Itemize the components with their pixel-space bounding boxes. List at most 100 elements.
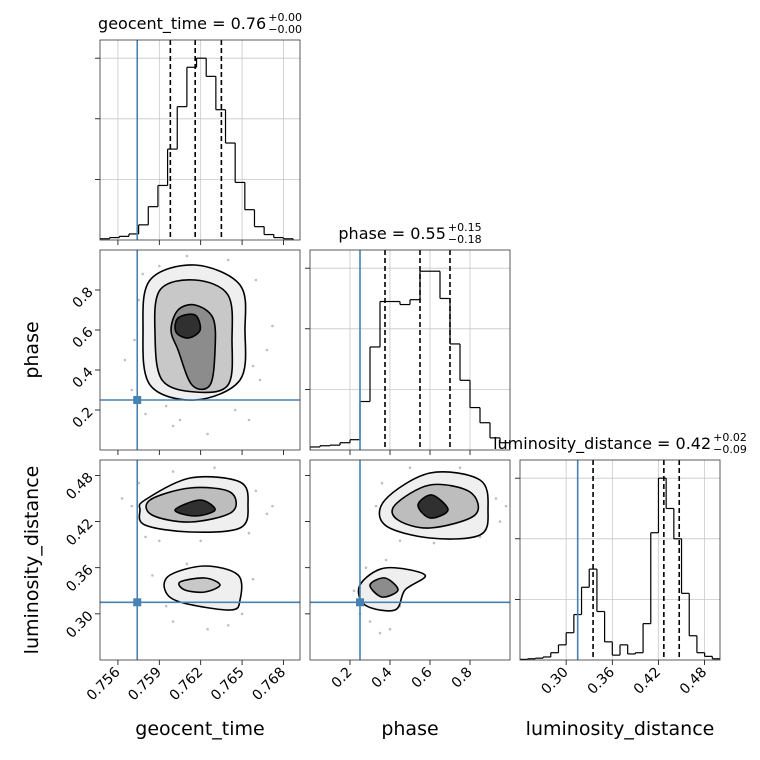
panel-content [100, 460, 300, 660]
sample-point [352, 589, 356, 593]
sample-point [164, 604, 168, 608]
sample-point [247, 418, 251, 422]
panel-title-lower: −0.00 [268, 23, 302, 36]
x-tick-label: 0.30 [538, 664, 571, 697]
panel-title-lower: −0.18 [448, 233, 482, 246]
sample-point [171, 424, 175, 428]
panel: geocent_time = 0.76 +0.00−0.00 [95, 11, 302, 245]
panel-content [310, 250, 510, 450]
panel-frame [99, 39, 301, 241]
y-tick-label: 0.6 [70, 324, 97, 351]
sample-point [254, 278, 258, 282]
panel-content [100, 250, 300, 450]
sample-point [185, 562, 189, 566]
panel: 0.756 0.759 0.762 0.765 0.768 0.30 0.36 0.42 0.4… [21, 459, 301, 740]
sample-point [374, 504, 378, 508]
sample-point [380, 481, 384, 485]
y-tick-label: 0.36 [63, 562, 96, 595]
sample-point [271, 324, 274, 328]
sample-point [251, 364, 255, 368]
panel-title-upper: +0.00 [268, 11, 302, 24]
y-tick-label: 0.8 [70, 284, 97, 311]
sample-point [408, 466, 412, 469]
sample-point [388, 627, 392, 631]
panel-frame [519, 459, 721, 661]
sample-point [251, 577, 255, 581]
panel: 0.30 0.36 0.42 0.48 luminosity_distance = 0.… [493, 431, 747, 740]
x-tick-label: 0.762 [167, 664, 207, 704]
panel-title-upper: +0.15 [448, 221, 482, 234]
sample-point [504, 504, 508, 508]
x-tick-label: 0.36 [585, 664, 618, 697]
sample-point [171, 620, 175, 623]
panel-title: geocent_time = 0.76 [98, 14, 266, 34]
sample-point [130, 388, 134, 392]
panel: 0.2 0.4 0.6 0.8 phase [21, 249, 301, 455]
contour [174, 313, 202, 339]
sample-point [247, 531, 251, 535]
panel-title-upper: +0.02 [713, 431, 747, 444]
sample-point [141, 272, 145, 276]
panel-frame [309, 459, 511, 661]
sample-point [206, 432, 209, 436]
panel-content [520, 460, 720, 660]
sample-point [133, 338, 136, 342]
x-tick-label: 0.768 [249, 664, 289, 704]
sample-point [144, 535, 147, 539]
y-tick-label: 0.30 [63, 608, 96, 641]
sample-point [233, 408, 237, 412]
x-tick-label: 0.42 [631, 664, 664, 697]
sample-point [494, 497, 498, 500]
sample-point [213, 466, 216, 469]
sample-point [458, 466, 462, 469]
sample-point [226, 624, 230, 627]
y-tick-label: 0.4 [70, 364, 97, 391]
sample-point [478, 535, 482, 539]
panel: 0.2 0.4 0.6 0.8 phase [305, 459, 511, 740]
x-tick-label: 0.4 [369, 664, 396, 691]
contour [174, 499, 216, 517]
sample-point [206, 627, 209, 631]
x-tick-label: 0.759 [125, 664, 165, 704]
panel-title: luminosity_distance = 0.42 [493, 434, 711, 454]
sample-point [265, 512, 269, 516]
y-tick-label: 0.42 [63, 516, 96, 549]
x-axis-label: phase [381, 718, 438, 740]
panel-frame [309, 249, 511, 451]
sample-point [120, 497, 124, 500]
sample-point [226, 258, 230, 262]
panel-frame [99, 249, 301, 451]
sample-point [384, 558, 388, 562]
sample-point [151, 574, 154, 577]
sample-point [130, 504, 134, 508]
sample-point [498, 520, 502, 523]
sample-point [398, 539, 402, 543]
contour [178, 577, 221, 594]
sample-point [258, 378, 262, 382]
sample-point [185, 254, 189, 258]
sample-point [164, 404, 168, 408]
hist-step-riser [100, 58, 294, 240]
x-tick-label: 0.765 [208, 664, 248, 704]
sample-point [178, 418, 182, 422]
contour [417, 494, 449, 519]
sample-point [171, 470, 175, 473]
sample-point [432, 541, 436, 545]
panel-frame [99, 459, 301, 661]
sample-point [123, 358, 127, 362]
y-axis-label: luminosity_distance [21, 466, 43, 655]
sample-point [368, 620, 372, 623]
sample-point [144, 412, 147, 416]
truth-marker [356, 598, 364, 607]
y-tick-label: 0.2 [70, 404, 97, 431]
truth-marker [133, 396, 142, 404]
sample-point [271, 504, 274, 508]
panel: phase = 0.55 +0.15−0.18 [305, 221, 511, 455]
panel-title: phase = 0.55 [338, 224, 445, 243]
y-axis-label: phase [21, 321, 43, 378]
panel-content [310, 460, 510, 660]
sample-point [199, 539, 202, 543]
sample-point [265, 348, 269, 352]
